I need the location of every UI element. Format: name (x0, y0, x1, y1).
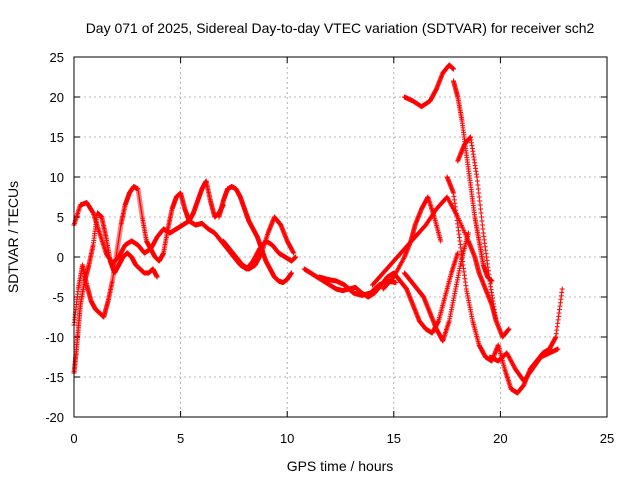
series-track-b (71, 178, 226, 328)
series-track-e (220, 214, 297, 272)
y-tick-label: 0 (57, 250, 64, 265)
data-point (154, 274, 160, 280)
series-track-g (316, 274, 399, 298)
x-tick-label: 15 (387, 431, 401, 446)
series-track-i (380, 194, 444, 292)
series-track-p (487, 346, 561, 384)
data-point (293, 254, 299, 260)
data-point (489, 278, 495, 284)
data-points (71, 62, 565, 396)
series-track-c (71, 210, 160, 376)
data-point (291, 250, 297, 256)
series-track-o (450, 78, 495, 284)
grid-lines (74, 57, 607, 417)
data-point (438, 238, 444, 244)
plot-frame (73, 56, 608, 418)
axis-ticks: 0 5 10 15 20 25 -20 -15 -10 -5 0 5 10 15 20 25 (45, 50, 614, 446)
data-point (455, 250, 461, 256)
y-tick-label: -15 (45, 370, 64, 385)
x-tick-label: 20 (493, 431, 507, 446)
x-tick-label: 0 (70, 431, 77, 446)
data-point (288, 270, 294, 276)
x-tick-label: 5 (177, 431, 184, 446)
data-point (559, 286, 565, 292)
y-tick-label: 10 (50, 170, 64, 185)
y-tick-label: 20 (50, 90, 64, 105)
y-axis-label: SDTVAR / TECUs (5, 181, 21, 293)
y-tick-label: -20 (45, 410, 64, 425)
y-tick-label: 5 (57, 210, 64, 225)
x-axis-label: GPS time / hours (287, 458, 394, 474)
data-point (555, 346, 561, 352)
series-track-m (444, 174, 565, 396)
series-track-k (401, 230, 471, 344)
y-tick-label: 15 (50, 130, 64, 145)
data-point (465, 230, 471, 236)
x-tick-label: 10 (280, 431, 294, 446)
data-point (393, 280, 399, 286)
series-track-d (216, 184, 294, 286)
data-point (506, 326, 512, 332)
data-point (450, 66, 456, 72)
x-tick-label: 25 (600, 431, 614, 446)
series-track-n (455, 134, 512, 340)
chart-title: Day 071 of 2025, Sidereal Day-to-day VTE… (86, 20, 595, 36)
y-tick-label: -10 (45, 330, 64, 345)
y-tick-label: -5 (52, 290, 64, 305)
y-tick-label: 25 (50, 50, 64, 65)
series-track-l (401, 62, 456, 110)
